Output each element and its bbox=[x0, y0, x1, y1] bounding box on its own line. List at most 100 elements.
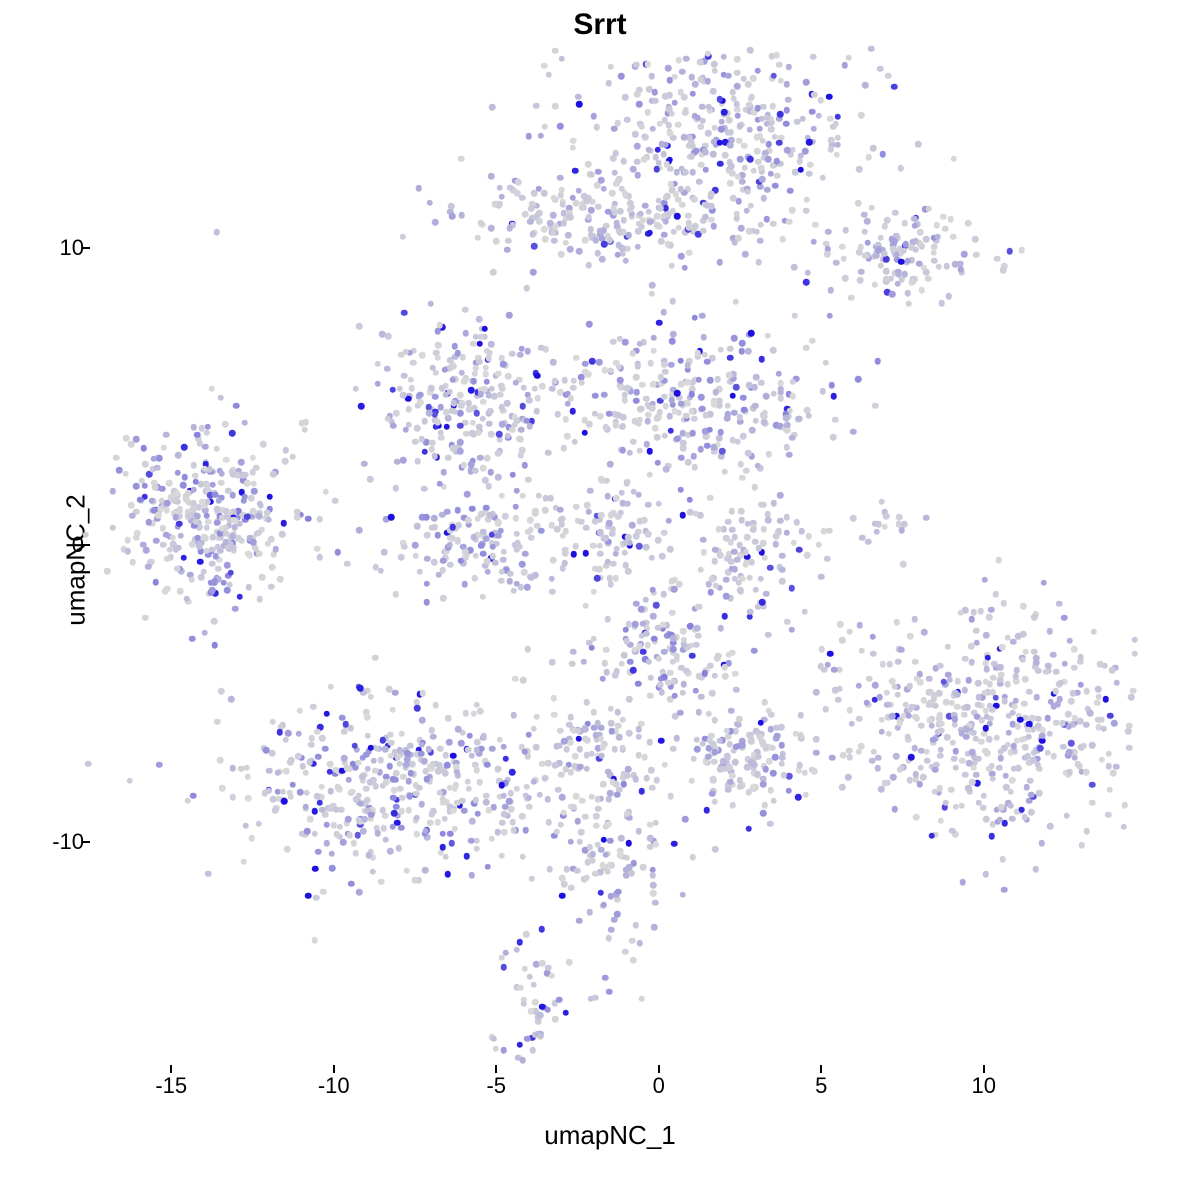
scatter-point bbox=[392, 689, 399, 696]
scatter-point bbox=[308, 741, 315, 748]
scatter-point bbox=[881, 251, 888, 258]
scatter-point bbox=[646, 739, 653, 746]
scatter-point bbox=[784, 107, 791, 114]
scatter-point bbox=[672, 693, 679, 700]
scatter-point bbox=[469, 430, 476, 437]
scatter-point bbox=[763, 745, 770, 752]
scatter-point bbox=[1061, 660, 1068, 667]
scatter-point bbox=[457, 392, 464, 399]
scatter-point bbox=[455, 726, 462, 733]
scatter-point bbox=[496, 201, 503, 208]
scatter-point bbox=[545, 796, 552, 803]
scatter-point bbox=[864, 218, 871, 225]
scatter-point bbox=[327, 761, 334, 768]
scatter-point bbox=[480, 398, 487, 405]
scatter-point bbox=[266, 516, 273, 523]
scatter-point bbox=[1096, 693, 1103, 700]
scatter-point bbox=[161, 444, 168, 451]
scatter-point bbox=[468, 837, 475, 844]
scatter-point bbox=[692, 464, 699, 471]
scatter-point bbox=[1081, 743, 1088, 750]
scatter-point bbox=[890, 774, 897, 781]
scatter-point bbox=[557, 727, 564, 734]
scatter-point bbox=[194, 535, 201, 542]
scatter-point bbox=[241, 858, 248, 865]
scatter-point bbox=[616, 242, 623, 249]
scatter-point bbox=[1107, 787, 1114, 794]
scatter-point bbox=[900, 561, 907, 568]
scatter-point bbox=[737, 123, 744, 130]
scatter-point bbox=[499, 853, 506, 860]
scatter-point bbox=[980, 804, 987, 811]
scatter-point bbox=[137, 496, 144, 503]
scatter-point bbox=[917, 764, 924, 771]
scatter-point bbox=[634, 91, 641, 98]
scatter-point bbox=[612, 422, 619, 429]
scatter-point bbox=[730, 393, 737, 400]
scatter-point bbox=[417, 569, 424, 576]
scatter-point bbox=[1083, 721, 1090, 728]
scatter-point bbox=[551, 712, 558, 719]
scatter-point bbox=[737, 156, 744, 163]
scatter-point bbox=[410, 359, 417, 366]
scatter-point bbox=[722, 152, 729, 159]
scatter-point bbox=[468, 872, 475, 879]
scatter-point bbox=[699, 312, 706, 319]
scatter-point bbox=[536, 492, 543, 499]
scatter-point bbox=[1106, 751, 1113, 758]
scatter-point bbox=[531, 726, 538, 733]
scatter-point bbox=[820, 174, 827, 181]
scatter-point bbox=[639, 217, 646, 224]
scatter-point bbox=[558, 251, 565, 258]
scatter-point bbox=[539, 926, 546, 933]
scatter-point bbox=[1083, 828, 1090, 835]
scatter-point bbox=[586, 214, 593, 221]
scatter-point bbox=[870, 651, 877, 658]
scatter-point bbox=[507, 184, 514, 191]
scatter-point bbox=[525, 348, 532, 355]
scatter-point bbox=[588, 207, 595, 214]
scatter-point bbox=[224, 562, 231, 569]
scatter-point bbox=[607, 893, 614, 900]
scatter-point bbox=[721, 469, 728, 476]
scatter-point bbox=[913, 814, 920, 821]
scatter-point bbox=[549, 588, 556, 595]
scatter-point bbox=[176, 520, 183, 527]
scatter-point bbox=[633, 776, 640, 783]
scatter-point bbox=[390, 423, 397, 430]
scatter-point bbox=[418, 751, 425, 758]
scatter-point bbox=[951, 716, 958, 723]
scatter-point bbox=[533, 714, 540, 721]
scatter-point bbox=[698, 124, 705, 131]
scatter-point bbox=[990, 776, 997, 783]
scatter-point bbox=[718, 347, 725, 354]
scatter-point bbox=[718, 126, 725, 133]
scatter-point bbox=[680, 628, 687, 635]
scatter-point bbox=[517, 544, 524, 551]
scatter-point bbox=[717, 161, 724, 168]
scatter-point bbox=[356, 817, 363, 824]
scatter-point bbox=[542, 507, 549, 514]
scatter-point bbox=[939, 300, 946, 307]
scatter-point bbox=[861, 211, 868, 218]
scatter-point bbox=[685, 459, 692, 466]
scatter-point bbox=[584, 737, 591, 744]
scatter-point bbox=[948, 786, 955, 793]
scatter-point bbox=[741, 76, 748, 83]
scatter-point bbox=[789, 378, 796, 385]
scatter-point bbox=[837, 621, 844, 628]
scatter-point bbox=[821, 667, 828, 674]
scatter-point bbox=[726, 764, 733, 771]
scatter-point bbox=[244, 513, 251, 520]
scatter-point bbox=[638, 211, 645, 218]
scatter-point bbox=[600, 837, 607, 844]
scatter-point bbox=[1101, 726, 1108, 733]
scatter-point bbox=[608, 720, 615, 727]
scatter-point bbox=[559, 893, 566, 900]
scatter-point bbox=[705, 753, 712, 760]
scatter-point bbox=[598, 177, 605, 184]
scatter-point bbox=[663, 161, 670, 168]
scatter-point bbox=[625, 840, 632, 847]
scatter-point bbox=[472, 467, 479, 474]
scatter-point bbox=[709, 690, 716, 697]
